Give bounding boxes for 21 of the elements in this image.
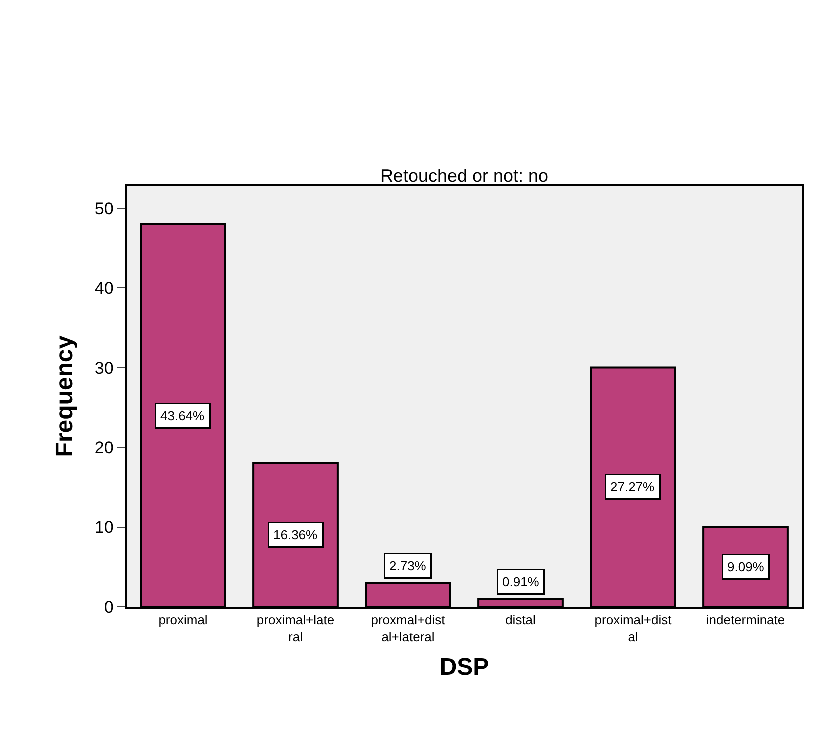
x-axis-title: DSP <box>440 654 490 682</box>
y-axis-title: Frequency <box>52 335 79 458</box>
y-tick-label: 40 <box>94 279 114 298</box>
y-tick-label: 0 <box>104 598 114 617</box>
x-tick-label: proximal+dist al <box>594 612 672 644</box>
annotation: 16.36% <box>274 528 318 542</box>
annotation: 9.09% <box>728 560 765 574</box>
x-tick-label: indeterminate <box>706 612 786 628</box>
x-tick-label: distal <box>506 612 536 628</box>
annotation: 0.91% <box>502 574 540 590</box>
annotation: 27.27% <box>610 480 656 494</box>
x-tick-label: proxmal+dist al+lateral <box>371 612 446 644</box>
y-tick-label: 10 <box>94 518 114 538</box>
y-tick-label: 50 <box>94 199 114 218</box>
x-tick-label: proximal <box>158 612 208 628</box>
chart-title: Retouched or not: no <box>380 166 549 186</box>
y-tick-label: 30 <box>94 358 114 378</box>
x-tick-label: proximal+late ral <box>256 612 335 644</box>
y-tick-label: 20 <box>94 438 114 458</box>
annotation: 2.73% <box>390 558 427 574</box>
annotation: 43.64% <box>160 408 206 424</box>
